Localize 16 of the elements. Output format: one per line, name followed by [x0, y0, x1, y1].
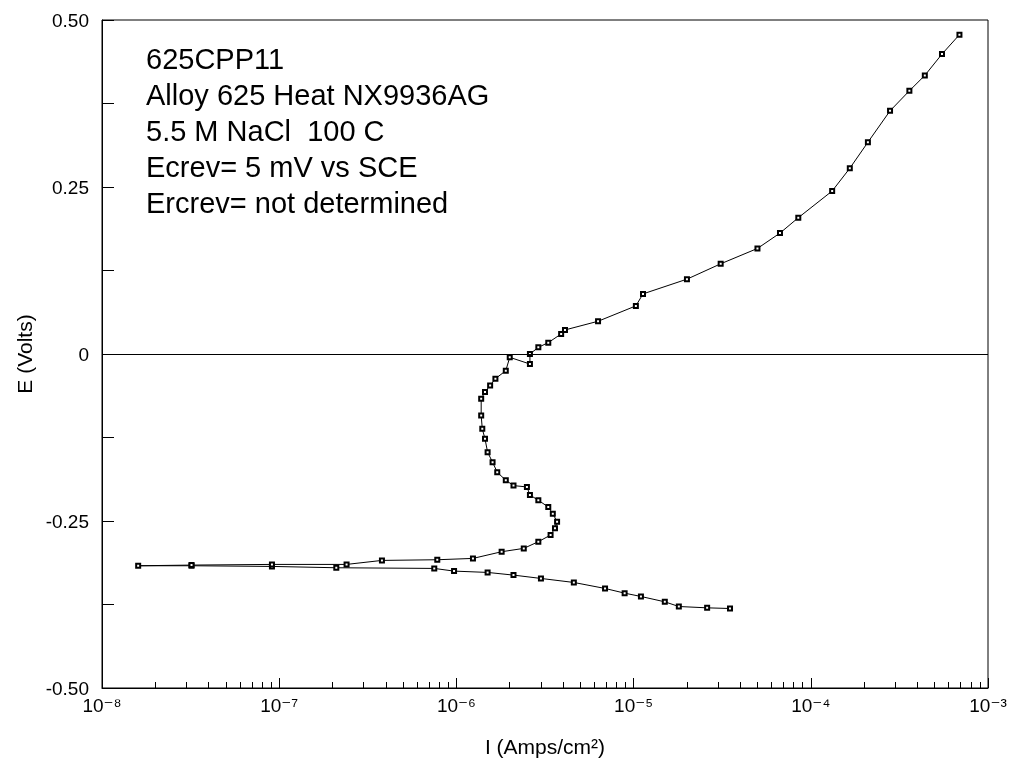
- annotation: 625CPP11: [146, 42, 285, 75]
- x-tick-label: 10⁻⁴: [791, 695, 831, 716]
- y-tick-label: 0.25: [52, 176, 89, 198]
- y-axis-title: E (Volts): [12, 314, 36, 394]
- x-axis-title: I (Amps/cm²): [484, 735, 606, 758]
- x-tick-label: 10⁻³: [969, 695, 1007, 716]
- annotation: Alloy 625 Heat NX9936AG: [146, 78, 490, 111]
- y-tick-label: 0: [78, 343, 89, 365]
- y-tick-label: -0.25: [45, 510, 89, 532]
- annotation: Ecrev= 5 mV vs SCE: [146, 150, 418, 183]
- annotation: Ercrev= not determined: [146, 186, 449, 219]
- annotation: 5.5 M NaCl 100 C: [146, 114, 385, 147]
- x-tick-label: 10⁻⁷: [260, 695, 299, 716]
- x-tick-label: 10⁻⁵: [614, 695, 654, 716]
- y-tick-label: 0.50: [52, 9, 89, 31]
- x-tick-label: 10⁻⁶: [436, 695, 476, 716]
